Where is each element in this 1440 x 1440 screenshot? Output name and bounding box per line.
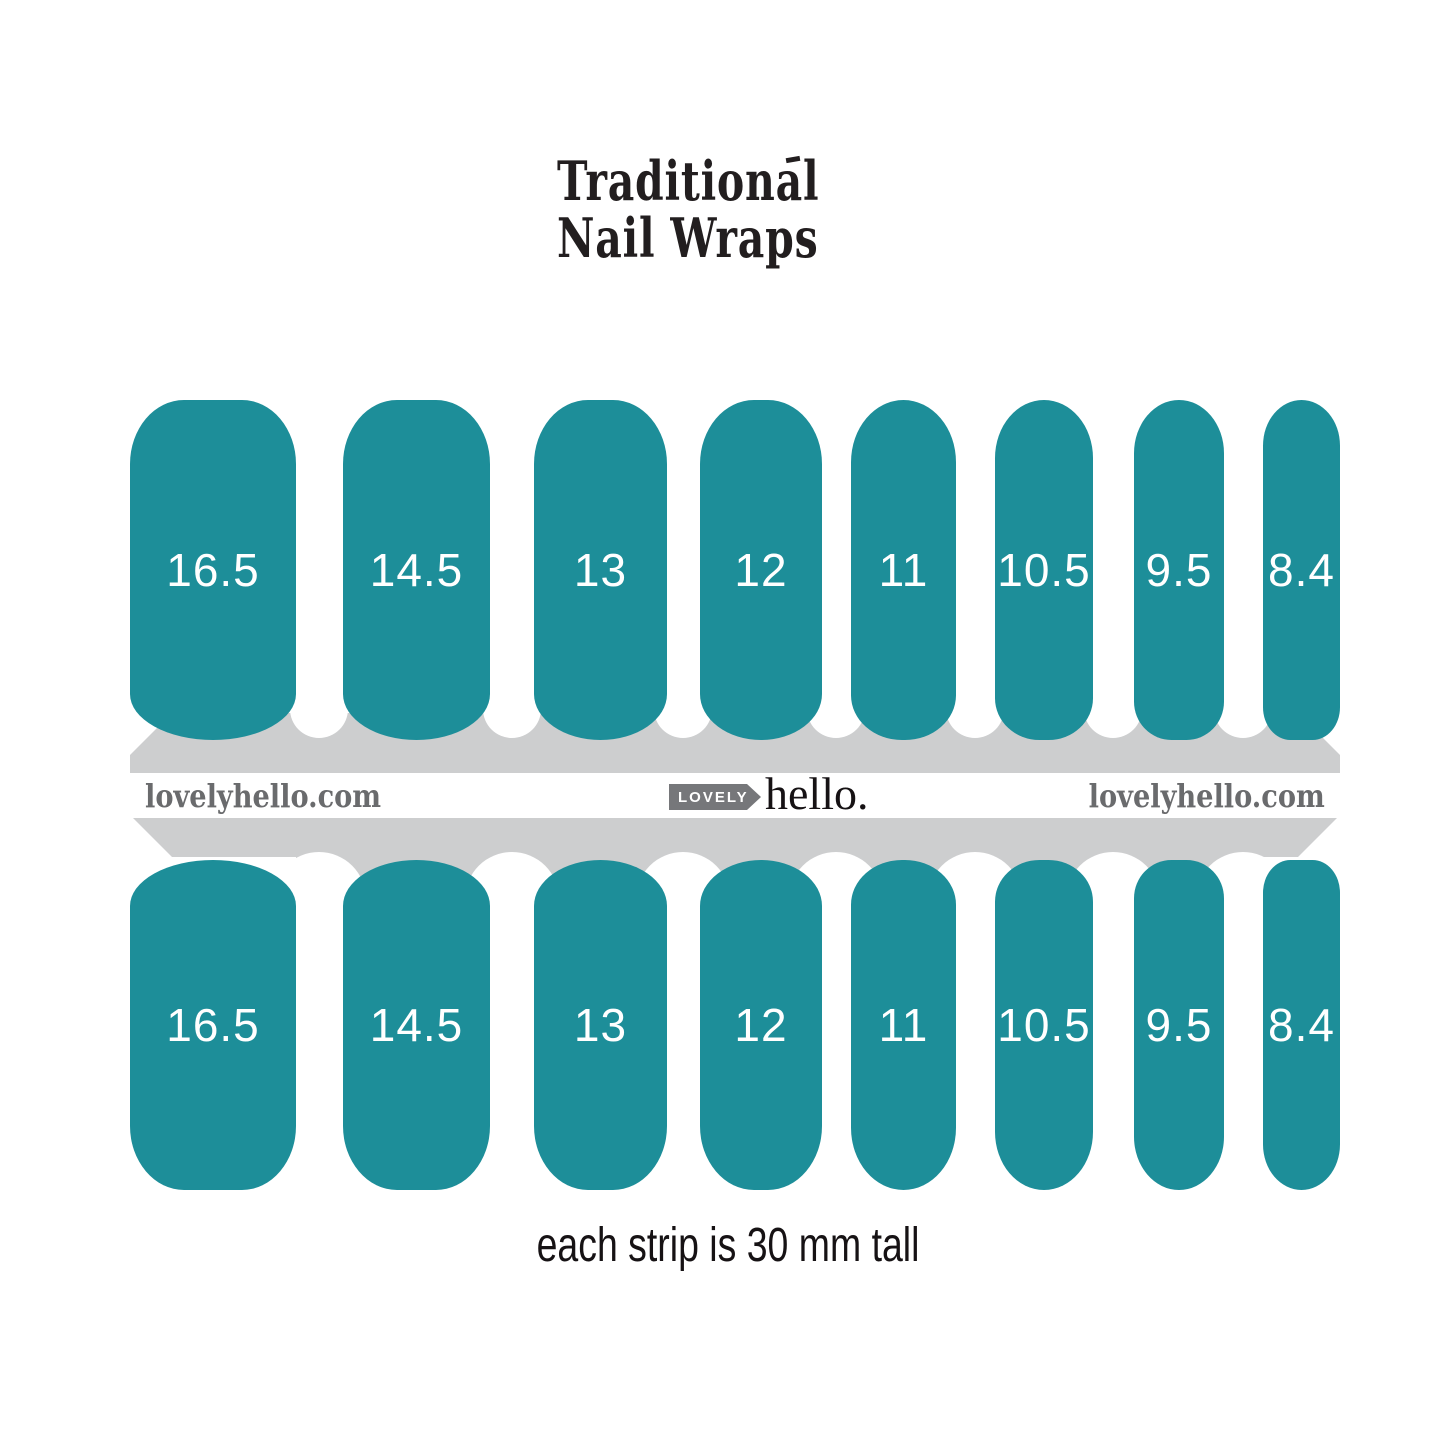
nail-size-label: 16.5 xyxy=(166,999,260,1051)
nail-wrap-top-14.5: 14.5 xyxy=(343,400,490,740)
nail-wrap-bottom-8.4: 8.4 xyxy=(1263,860,1340,1190)
page-title: Traditional Nail Wraps xyxy=(557,153,819,267)
brand-logo-badge: LOVELY xyxy=(669,784,761,810)
page-title-line1: Traditional xyxy=(557,149,820,213)
website-url-right: lovelyhello.com xyxy=(1088,777,1325,815)
nail-size-label: 11 xyxy=(878,999,929,1051)
notch-top-6 xyxy=(1084,680,1142,738)
nail-size-label: 11 xyxy=(878,544,929,596)
nail-size-label: 12 xyxy=(734,999,788,1051)
nail-size-label: 9.5 xyxy=(1145,999,1213,1051)
nail-wrap-top-13: 13 xyxy=(534,400,667,740)
brand-logo-name: hello. xyxy=(765,768,869,819)
notch-top-2 xyxy=(483,680,541,738)
nail-wrap-bottom-9.5: 9.5 xyxy=(1134,860,1224,1190)
nail-wrap-bottom-13: 13 xyxy=(534,860,667,1190)
caption: each strip is 30 mm tall xyxy=(536,1219,920,1272)
nail-size-label: 16.5 xyxy=(166,544,260,596)
nail-wrap-bottom-16.5: 16.5 xyxy=(130,860,296,1190)
nail-size-label: 10.5 xyxy=(997,999,1091,1051)
nail-wrap-bottom-11: 11 xyxy=(851,860,956,1190)
nail-wrap-top-9.5: 9.5 xyxy=(1134,400,1224,740)
nail-size-label: 13 xyxy=(573,999,628,1051)
nail-size-label: 10.5 xyxy=(997,544,1091,596)
nail-wrap-bottom-10.5: 10.5 xyxy=(995,860,1093,1190)
nail-wrap-top-8.4: 8.4 xyxy=(1263,400,1340,740)
page-title-line2: Nail Wraps xyxy=(557,206,819,270)
nail-size-label: 9.5 xyxy=(1145,544,1213,596)
nail-size-label: 12 xyxy=(734,544,788,596)
nail-wrap-bottom-14.5: 14.5 xyxy=(343,860,490,1190)
notch-top-1 xyxy=(290,680,348,738)
nail-size-label: 13 xyxy=(573,544,628,596)
website-url-left: lovelyhello.com xyxy=(145,777,382,815)
nail-size-label: 14.5 xyxy=(369,999,464,1051)
nail-wrap-top-11: 11 xyxy=(851,400,956,740)
brand-logo-badge-text: LOVELY xyxy=(678,788,749,806)
nail-wrap-top-10.5: 10.5 xyxy=(995,400,1093,740)
nail-wrap-top-16.5: 16.5 xyxy=(130,400,296,740)
nail-wrap-top-12: 12 xyxy=(700,400,822,740)
nail-size-label: 14.5 xyxy=(369,544,464,596)
nail-wrap-bottom-12: 12 xyxy=(700,860,822,1190)
nail-size-label: 8.4 xyxy=(1268,999,1335,1051)
nail-size-label: 8.4 xyxy=(1268,544,1335,596)
